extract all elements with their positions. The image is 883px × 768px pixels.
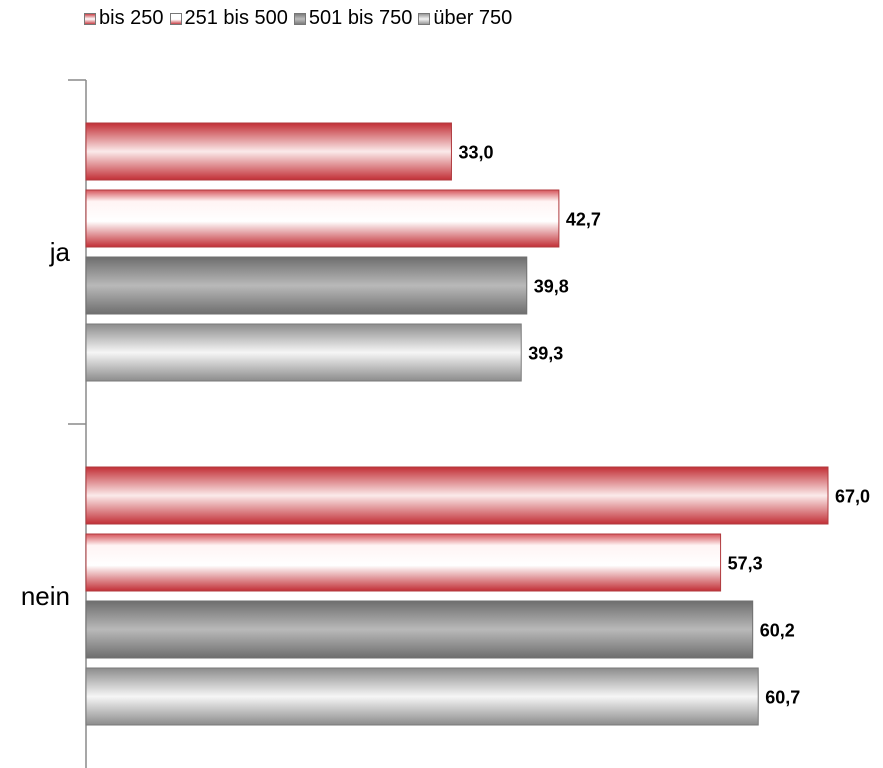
legend-swatch-gray-dark-icon [293, 12, 306, 25]
value-label: 33,0 [458, 143, 493, 163]
legend-swatch-red-light-icon [169, 12, 182, 25]
bar-nein-series-0 [85, 466, 829, 525]
bar-nein-series-3 [85, 667, 759, 726]
value-label: 57,3 [728, 554, 763, 574]
legend-swatch-gray-light-icon [418, 12, 431, 25]
value-label: 60,7 [765, 688, 800, 708]
bar-ja-series-3 [85, 323, 522, 382]
category-label-nein: nein [21, 581, 70, 611]
value-label: 67,0 [835, 487, 870, 507]
legend-item-uber-750: über 750 [418, 7, 512, 30]
value-label: 42,7 [566, 210, 601, 230]
bar-ja-series-1 [85, 189, 560, 248]
bar-nein-series-2 [85, 600, 754, 659]
category-label-ja: ja [49, 237, 71, 267]
legend-label: 501 bis 750 [308, 7, 413, 29]
value-label: 60,2 [760, 621, 795, 641]
legend-item-bis-250: bis 250 [84, 7, 164, 30]
value-label: 39,3 [528, 344, 563, 364]
legend-swatch-red-icon [84, 12, 96, 25]
legend-item-501-bis-750: 501 bis 750 [293, 7, 413, 30]
value-label: 39,8 [534, 277, 569, 297]
legend-item-251-bis-500: 251 bis 500 [169, 7, 288, 30]
bar-nein-series-1 [85, 533, 722, 592]
chart-legend: bis 250 251 bis 500 501 bis 750 über 750 [84, 7, 518, 30]
bar-ja-series-0 [85, 122, 452, 181]
bar-ja-series-2 [85, 256, 528, 315]
legend-label: über 750 [433, 7, 513, 29]
legend-label: bis 250 [99, 7, 164, 29]
legend-label: 251 bis 500 [184, 7, 288, 29]
